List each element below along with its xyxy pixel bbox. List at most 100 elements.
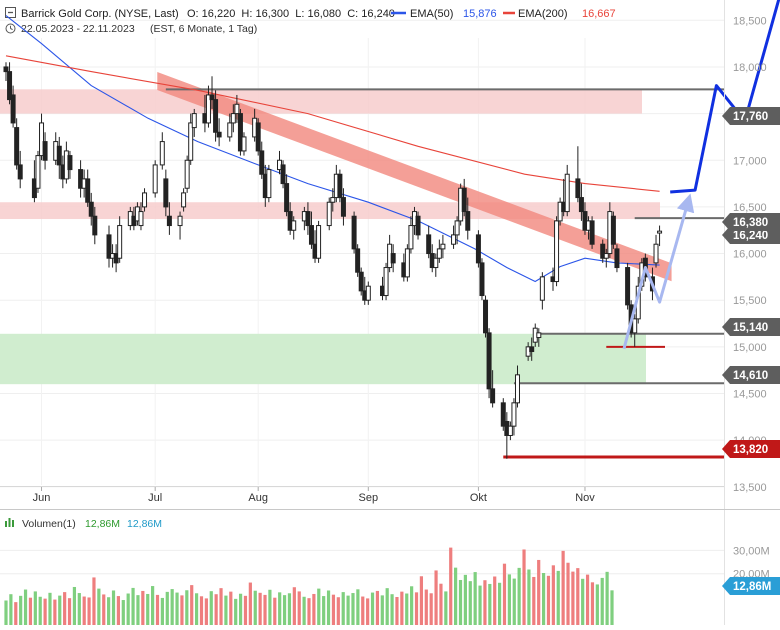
candle-body-up [554, 220, 560, 283]
candle-body-down [88, 201, 94, 217]
ema50-legend[interactable]: EMA(50) 15,876 [391, 8, 497, 20]
volume-bar-down [532, 576, 536, 625]
candle-body-down [479, 262, 485, 297]
candle [365, 281, 371, 305]
volume-bar-down [502, 563, 507, 625]
candlesticks [3, 62, 663, 459]
candle [507, 421, 513, 441]
volume-bar-up [131, 587, 135, 625]
candle-body-down [355, 248, 361, 273]
volume-bar-up [605, 571, 609, 625]
candle-body-down [610, 215, 616, 245]
level-label: 16,380 [722, 213, 780, 231]
instrument-title: Barrick Gold Corp. (NYSE, Last) [21, 8, 179, 20]
candle-body-up [511, 402, 517, 427]
volume-bar-up [234, 598, 238, 625]
volume-bar-up [507, 574, 511, 625]
volume-bar-down [576, 568, 580, 625]
candle-body-up [653, 243, 659, 264]
candle [486, 328, 492, 399]
forecast-pale-arrow [622, 193, 695, 350]
candle-body-down [529, 346, 535, 353]
candle-body-down [106, 234, 112, 259]
volume-bar-up [253, 590, 257, 625]
candle-body-up [291, 220, 297, 231]
volume-icon-bar [8, 518, 11, 527]
candle [191, 108, 197, 137]
candle [326, 197, 332, 231]
candle [483, 295, 489, 338]
volume-bar-down [566, 562, 570, 625]
candle [67, 150, 73, 179]
volume-value-up: 12,86M [85, 518, 120, 530]
volume-bar-up [268, 589, 272, 625]
candle-body-down [85, 178, 91, 203]
candle-body-down [56, 145, 62, 166]
level-label-text: 16,380 [733, 217, 768, 229]
volume-bar-up [97, 588, 101, 625]
candle [177, 211, 183, 240]
volume-bar-down [439, 583, 443, 625]
candle [355, 244, 361, 277]
candle-body-up [507, 425, 513, 436]
candle-body-up [440, 243, 446, 250]
candle [181, 188, 187, 212]
volume-bar-down [537, 559, 541, 625]
candle-body-up [177, 215, 183, 227]
candle-body-down [358, 271, 364, 292]
level-label-text: 14,610 [733, 370, 768, 382]
candle [490, 370, 496, 408]
volume-bar-up [351, 593, 355, 625]
candle [657, 225, 663, 247]
candle [536, 328, 542, 347]
level-label: 14,610 [722, 366, 780, 384]
candle [614, 244, 620, 273]
ema50-label: EMA(50) [410, 8, 453, 20]
candle [539, 272, 545, 310]
volume-bar-up [556, 570, 560, 625]
volume-bar-up [107, 597, 111, 625]
candle-body-up [657, 230, 663, 234]
volume-bar-down [493, 576, 497, 625]
support-zone [0, 333, 646, 385]
volume-bar-up [77, 593, 81, 625]
ema200-legend[interactable]: EMA(200) 16,667 [503, 8, 616, 20]
candle [426, 225, 432, 259]
volume-bar-up [278, 592, 282, 625]
candle-body-up [539, 276, 545, 301]
candle [166, 202, 172, 235]
candle-body-up [227, 122, 233, 138]
ema200-value: 16,667 [582, 8, 616, 20]
volume-bar-up [302, 596, 306, 625]
ema-lines [5, 15, 660, 283]
candle [142, 188, 148, 212]
ema200-line [5, 55, 660, 192]
candle [35, 150, 41, 193]
candle-body-down [237, 113, 243, 152]
candle [152, 160, 158, 198]
candle-body-down [17, 164, 23, 180]
candle [440, 234, 446, 259]
volume-bar-down [263, 594, 267, 625]
volume-bar-down [43, 598, 47, 625]
volume-bar-down [571, 571, 575, 625]
candle [209, 76, 215, 109]
candle [529, 337, 535, 361]
candle-body-down [14, 127, 20, 166]
x-tick-label: Sep [359, 492, 379, 504]
candle [475, 230, 481, 268]
candle [632, 314, 638, 347]
candle [92, 206, 98, 245]
candle-body-up [365, 285, 371, 301]
candle-body-down [216, 131, 222, 138]
volume-bar-down [551, 565, 555, 625]
x-tick-label: Okt [470, 492, 487, 504]
candle-body-down [67, 155, 73, 171]
candle [308, 211, 314, 249]
candle [138, 202, 144, 231]
candle [330, 188, 336, 212]
y-tick-label: 18,000 [733, 62, 767, 74]
minus-square-icon[interactable] [5, 7, 16, 18]
volume-bar-up [19, 595, 23, 625]
